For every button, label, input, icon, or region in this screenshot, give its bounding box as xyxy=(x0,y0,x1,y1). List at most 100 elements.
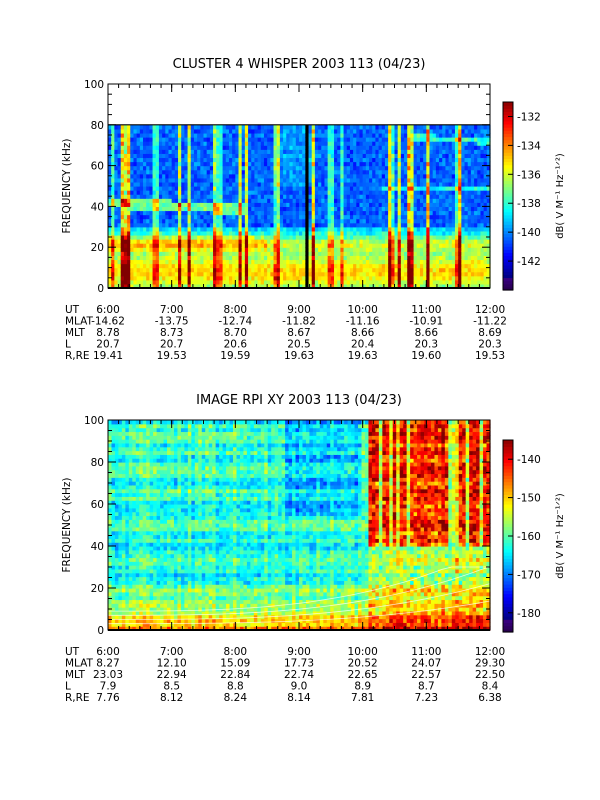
spectrogram-cell xyxy=(168,271,173,277)
spectrogram-cell xyxy=(470,157,475,163)
spectrogram-cell xyxy=(139,194,144,199)
spectrogram-cell xyxy=(187,177,192,183)
spectrogram-cell xyxy=(454,210,459,216)
spectrogram-cell xyxy=(349,251,354,256)
spectrogram-cell xyxy=(263,181,268,187)
spectrogram-cell xyxy=(193,206,198,212)
spectrogram-cell xyxy=(254,239,259,244)
spectrogram-cell xyxy=(311,263,316,269)
spectrogram-cell xyxy=(432,267,437,273)
spectrogram-cell xyxy=(400,202,405,207)
spectrogram-cell xyxy=(200,173,205,179)
spectrogram-cell xyxy=(276,128,281,134)
spectrogram-cell xyxy=(232,149,236,154)
spectrogram-cell xyxy=(273,283,278,289)
spectrogram-cell xyxy=(410,165,415,171)
spectrogram-cell xyxy=(203,194,208,199)
spectrogram-cell xyxy=(158,210,163,216)
spectrogram-cell xyxy=(130,181,135,187)
chart-title: CLUSTER 4 WHISPER 2003 113 (04/23) xyxy=(173,57,426,72)
spectrogram-cell xyxy=(467,243,472,248)
spectrogram-cell xyxy=(184,218,189,224)
spectrogram-cell xyxy=(337,145,341,150)
spectrogram-cell xyxy=(314,128,319,134)
spectrogram-cell xyxy=(388,243,392,248)
spectrogram-cell xyxy=(349,206,354,212)
spectrogram-cell xyxy=(375,275,380,281)
spectrogram-cell xyxy=(171,145,176,150)
spectrogram-cell xyxy=(388,234,392,240)
spectrogram-cell xyxy=(464,230,469,236)
spectrogram-cell xyxy=(451,186,456,191)
spectrogram-cell xyxy=(299,271,303,277)
spectrogram-cell xyxy=(276,137,281,142)
spectrogram-cell xyxy=(197,186,201,191)
spectrogram-cell xyxy=(429,202,434,207)
spectrogram-cell xyxy=(149,177,154,183)
spectrogram-cell xyxy=(127,247,131,252)
spectrogram-cell xyxy=(178,206,182,212)
spectrogram-cell xyxy=(451,132,456,138)
spectrogram-cell xyxy=(483,283,488,289)
spectrogram-cell xyxy=(404,141,408,146)
spectrogram-cell xyxy=(225,230,230,236)
spectrogram-cell xyxy=(238,153,243,159)
spectrogram-cell xyxy=(108,226,112,232)
spectrogram-cell xyxy=(263,153,268,159)
spectrogram-cell xyxy=(375,169,380,175)
spectrogram-cell xyxy=(127,222,131,228)
spectrogram-cell xyxy=(470,210,475,216)
spectrogram-cell xyxy=(330,230,335,236)
spectrogram-cell xyxy=(225,234,230,240)
spectrogram-cell xyxy=(123,230,128,236)
spectrogram-cell xyxy=(162,202,166,207)
spectrogram-cell xyxy=(136,153,141,159)
spectrogram-cell xyxy=(305,218,310,224)
spectrogram-cell xyxy=(146,149,150,154)
spectrogram-cell xyxy=(356,169,361,175)
spectrogram-cell xyxy=(283,198,287,203)
spectrogram-cell xyxy=(171,157,176,163)
spectrogram-cell xyxy=(372,173,376,179)
spectrogram-cell xyxy=(235,214,240,220)
spectrogram-cell xyxy=(404,181,408,187)
spectrogram-cell xyxy=(244,124,249,130)
spectrogram-cell xyxy=(120,153,125,159)
spectrogram-cell xyxy=(117,271,122,277)
spectrogram-cell xyxy=(362,186,367,191)
spectrogram-cell xyxy=(244,210,249,216)
spectrogram-cell xyxy=(324,161,329,167)
spectrogram-cell xyxy=(149,206,154,212)
spectrogram-cell xyxy=(168,243,173,248)
spectrogram-cell xyxy=(429,145,434,150)
spectrogram-cell xyxy=(203,190,208,195)
spectrogram-cell xyxy=(353,145,357,150)
spectrogram-cell xyxy=(260,226,265,232)
spectrogram-cell xyxy=(359,128,364,134)
spectrogram-cell xyxy=(429,251,434,256)
spectrogram-cell xyxy=(311,251,316,256)
spectrogram-cell xyxy=(330,165,335,171)
spectrogram-cell xyxy=(324,226,329,232)
spectrogram-cell xyxy=(305,177,310,183)
spectrogram-cell xyxy=(174,239,179,244)
spectrogram-cell xyxy=(267,202,271,207)
spectrogram-cell xyxy=(165,218,170,224)
spectrogram-cell xyxy=(171,141,176,146)
spectrogram-cell xyxy=(133,222,138,228)
spectrogram-cell xyxy=(346,194,351,199)
spectrogram-cell xyxy=(302,128,306,134)
spectrogram-cell xyxy=(359,283,364,289)
spectrogram-cell xyxy=(219,275,224,281)
spectrogram-cell xyxy=(248,141,252,146)
spectrogram-cell xyxy=(143,267,147,273)
spectrogram-cell xyxy=(136,275,141,281)
spectrogram-cell xyxy=(209,226,214,232)
spectrogram-cell xyxy=(232,243,236,248)
spectrogram-cell xyxy=(442,177,447,183)
spectrogram-cell xyxy=(283,153,287,159)
spectrogram-cell xyxy=(225,259,230,265)
spectrogram-cell xyxy=(241,267,246,273)
spectrogram-cell xyxy=(458,214,462,220)
spectrogram-cell xyxy=(165,141,170,146)
